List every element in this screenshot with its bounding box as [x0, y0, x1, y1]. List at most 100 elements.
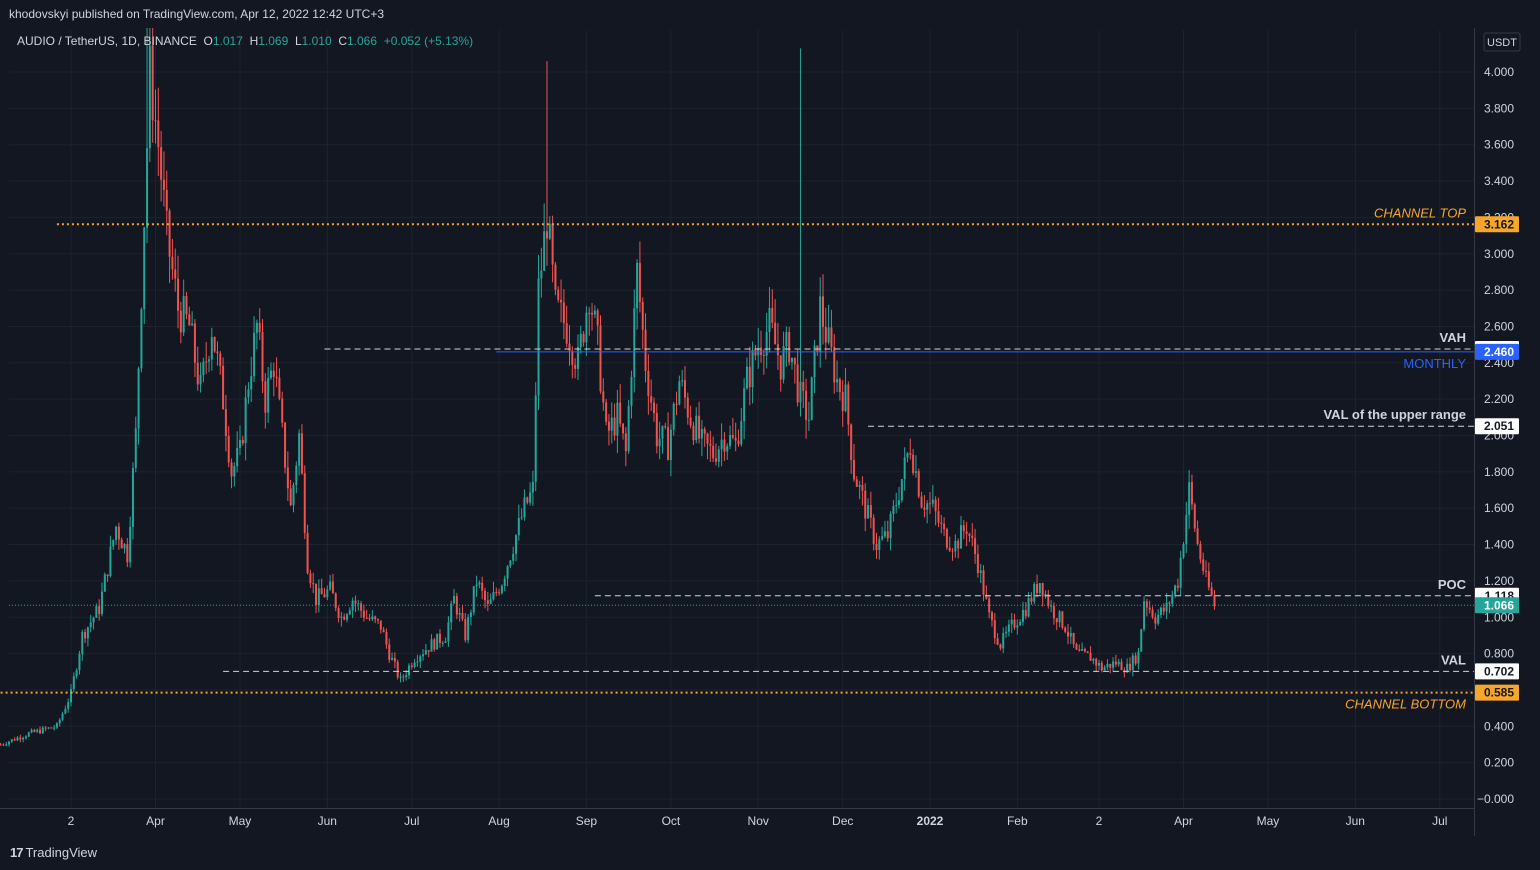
candle-body [100, 591, 103, 615]
candle-body [441, 642, 444, 644]
candle-body [1047, 594, 1050, 606]
candle-body [171, 256, 174, 270]
candle-body [537, 278, 540, 396]
candle-body [1016, 625, 1019, 628]
candle-body [120, 539, 123, 549]
candle-body [867, 505, 870, 519]
candle-body [990, 612, 993, 621]
candle-body [53, 727, 56, 729]
candle-body [286, 467, 289, 489]
candle-body [1064, 627, 1067, 632]
candle-body [233, 466, 236, 477]
price-badge-bg [1475, 343, 1519, 360]
candle-body [540, 270, 543, 279]
candle-body [988, 598, 991, 613]
candle-body [1019, 621, 1022, 626]
chart-area[interactable]: CHANNEL TOP VAH MONTHLY VAL of the upper ra… [0, 2, 1540, 836]
candle-body [689, 417, 692, 426]
price-chart[interactable]: CHANNEL TOP VAH MONTHLY VAL of the upper ra… [0, 2, 1540, 836]
y-tick-label: 1.000 [1484, 610, 1514, 624]
candle-body [19, 737, 22, 740]
candle-body [424, 650, 427, 655]
candle-body [993, 620, 996, 639]
candle-body [413, 662, 416, 667]
candle-body [447, 622, 450, 642]
candle-body [427, 650, 430, 652]
candle-body [1114, 661, 1117, 665]
candle-body [188, 314, 191, 326]
candle-body [492, 592, 495, 600]
candle-body [731, 435, 734, 438]
price-badge: 2.051 [1484, 419, 1514, 433]
candle-body [948, 547, 951, 551]
level-label: VAH [1440, 330, 1466, 345]
candle-body [55, 723, 58, 728]
candle-body [112, 540, 115, 547]
candle-body [630, 376, 633, 406]
candle-body [1159, 607, 1162, 615]
candle-body [943, 523, 946, 530]
candle-body [84, 631, 87, 639]
symbol-title: AUDIO / TetherUS, 1D, BINANCE [17, 34, 197, 48]
level-label: CHANNEL TOP [1374, 205, 1466, 220]
candle-body [24, 736, 27, 738]
candle-body [1033, 584, 1036, 602]
candle-body [886, 531, 889, 539]
candle-body [872, 517, 875, 544]
x-tick-label: Apr [1174, 814, 1193, 828]
candle-body [709, 443, 712, 446]
candle-body [1109, 663, 1112, 668]
candle-body [1081, 648, 1084, 651]
candle-body [624, 433, 627, 452]
candle-body [72, 676, 75, 690]
publisher-info: khodovskyi published on TradingView.com,… [9, 7, 385, 21]
candle-body [791, 357, 794, 363]
candle-body [1010, 619, 1013, 625]
candle-body [959, 525, 962, 549]
candle-body [103, 574, 106, 592]
candle-body [70, 689, 72, 703]
candle-body [1185, 514, 1188, 545]
candle-body [523, 497, 526, 518]
candle-body [999, 644, 1002, 649]
candle-body [1117, 661, 1120, 665]
candle-body [174, 269, 177, 279]
candle-body [438, 633, 441, 643]
candle-body [106, 574, 109, 576]
candle-body [5, 744, 8, 746]
candle-body [526, 497, 529, 503]
candle-body [712, 445, 715, 459]
candle-body [909, 453, 912, 455]
candle-body [33, 729, 36, 732]
candle-body [850, 424, 853, 461]
candle-body [847, 384, 850, 425]
candle-body [1027, 597, 1030, 617]
candle-body [965, 531, 968, 534]
candle-body [385, 632, 388, 645]
candle-body [799, 381, 802, 403]
candle-body [1007, 624, 1010, 632]
candle-body [1072, 632, 1075, 645]
x-tick-label: Sep [576, 814, 598, 828]
candle-body [1112, 661, 1115, 668]
candle-body [636, 262, 639, 309]
candle-body [622, 423, 625, 434]
candle-body [560, 299, 563, 303]
y-tick-label: 2.200 [1484, 392, 1514, 406]
tradingview-logo[interactable]: 17 TradingView [10, 845, 97, 860]
candle-body [210, 337, 213, 360]
candle-body [900, 479, 903, 501]
candle-body [574, 364, 577, 369]
candle-body [360, 603, 363, 611]
candle-body [1137, 651, 1140, 664]
candle-body [312, 583, 315, 585]
candle-body [371, 616, 374, 620]
candle-body [354, 600, 357, 604]
candle-body [208, 359, 211, 362]
candle-body [300, 433, 303, 474]
candle-body [678, 381, 681, 405]
candle-body [700, 429, 703, 439]
candle-body [514, 535, 517, 554]
candle-body [50, 727, 53, 729]
candle-body [1005, 631, 1008, 634]
